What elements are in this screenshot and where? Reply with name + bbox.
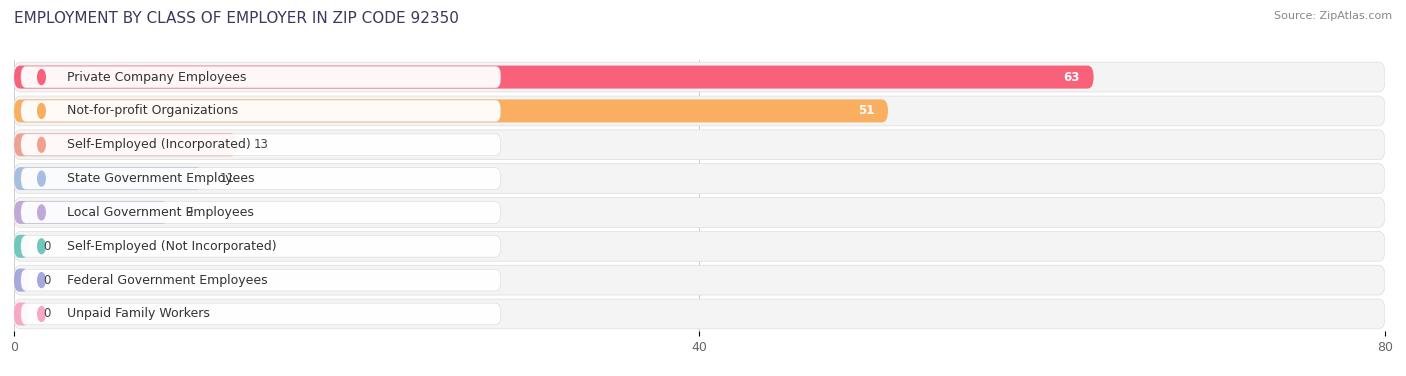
Text: 11: 11 <box>219 172 235 185</box>
Circle shape <box>38 103 45 118</box>
Text: Federal Government Employees: Federal Government Employees <box>67 274 267 287</box>
Text: 9: 9 <box>186 206 193 219</box>
Text: Self-Employed (Not Incorporated): Self-Employed (Not Incorporated) <box>67 240 277 253</box>
FancyBboxPatch shape <box>14 99 889 123</box>
Circle shape <box>38 306 45 321</box>
Text: 0: 0 <box>42 308 51 320</box>
Text: 13: 13 <box>254 138 269 151</box>
Text: Self-Employed (Incorporated): Self-Employed (Incorporated) <box>67 138 250 151</box>
Text: 0: 0 <box>42 274 51 287</box>
Circle shape <box>38 137 45 152</box>
Text: 63: 63 <box>1063 71 1080 83</box>
FancyBboxPatch shape <box>14 231 1385 261</box>
Circle shape <box>38 239 45 254</box>
Circle shape <box>38 273 45 288</box>
FancyBboxPatch shape <box>14 164 1385 194</box>
FancyBboxPatch shape <box>14 96 1385 126</box>
FancyBboxPatch shape <box>14 133 236 156</box>
FancyBboxPatch shape <box>21 168 501 190</box>
FancyBboxPatch shape <box>14 235 30 258</box>
FancyBboxPatch shape <box>14 268 30 292</box>
Text: Source: ZipAtlas.com: Source: ZipAtlas.com <box>1274 11 1392 21</box>
FancyBboxPatch shape <box>14 201 169 224</box>
FancyBboxPatch shape <box>14 265 1385 295</box>
FancyBboxPatch shape <box>14 167 202 190</box>
FancyBboxPatch shape <box>21 303 501 325</box>
FancyBboxPatch shape <box>21 269 501 291</box>
Circle shape <box>38 205 45 220</box>
FancyBboxPatch shape <box>14 299 1385 329</box>
FancyBboxPatch shape <box>14 65 1094 89</box>
Text: EMPLOYMENT BY CLASS OF EMPLOYER IN ZIP CODE 92350: EMPLOYMENT BY CLASS OF EMPLOYER IN ZIP C… <box>14 11 458 26</box>
FancyBboxPatch shape <box>21 235 501 257</box>
Circle shape <box>38 70 45 85</box>
FancyBboxPatch shape <box>14 62 1385 92</box>
Text: Local Government Employees: Local Government Employees <box>67 206 254 219</box>
FancyBboxPatch shape <box>21 202 501 223</box>
Text: Private Company Employees: Private Company Employees <box>67 71 246 83</box>
FancyBboxPatch shape <box>14 302 30 326</box>
FancyBboxPatch shape <box>14 130 1385 160</box>
FancyBboxPatch shape <box>21 134 501 156</box>
FancyBboxPatch shape <box>14 197 1385 227</box>
Text: 0: 0 <box>42 240 51 253</box>
Text: Unpaid Family Workers: Unpaid Family Workers <box>67 308 209 320</box>
Text: 51: 51 <box>858 105 875 117</box>
Text: Not-for-profit Organizations: Not-for-profit Organizations <box>67 105 238 117</box>
Circle shape <box>38 171 45 186</box>
Text: State Government Employees: State Government Employees <box>67 172 254 185</box>
FancyBboxPatch shape <box>21 66 501 88</box>
FancyBboxPatch shape <box>21 100 501 122</box>
